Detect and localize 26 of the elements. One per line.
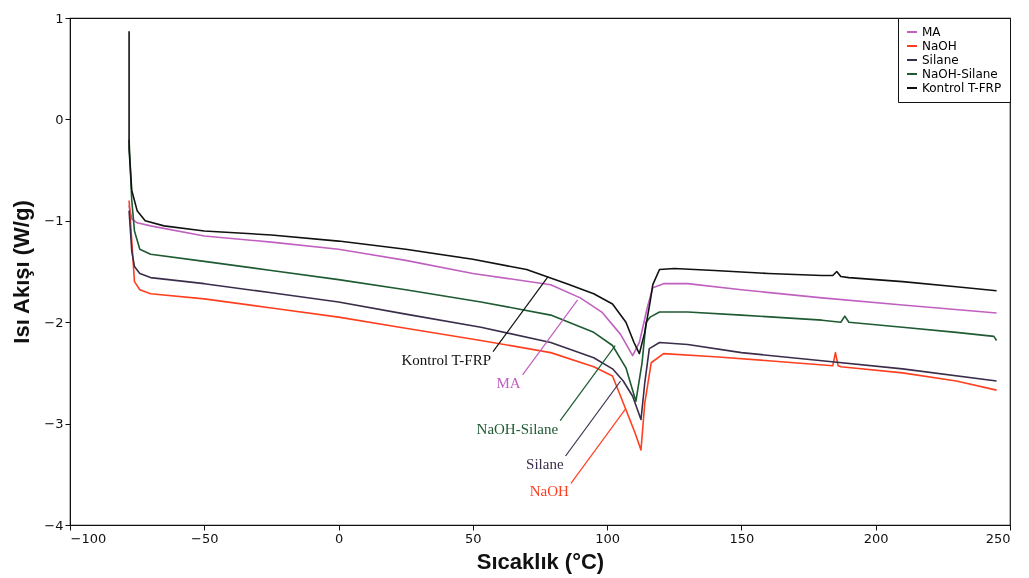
annotation: Kontrol T-FRP	[401, 351, 492, 368]
x-tick-label: −50	[191, 530, 219, 546]
y-tick-label: −3	[44, 416, 64, 432]
x-tick-label: 150	[729, 530, 755, 546]
annotation: NaOH	[529, 483, 570, 500]
legend-label: Kontrol T-FRP	[922, 81, 1002, 95]
y-axis-title: Isı Akışı (W/g)	[9, 200, 35, 344]
legend-label: MA	[922, 25, 942, 39]
x-tick-label: 200	[863, 530, 889, 546]
legend-label: NaOH-Silane	[922, 67, 998, 81]
annotation: Silane	[526, 456, 564, 473]
y-tick-label: 1	[55, 10, 64, 26]
annotation: MA	[496, 374, 521, 391]
x-tick-label: 0	[334, 530, 344, 546]
y-tick-label: −2	[44, 314, 64, 330]
x-tick-label: 100	[595, 530, 621, 546]
x-axis-title: Sıcaklık (°C)	[476, 548, 605, 574]
y-tick-label: −1	[44, 213, 64, 229]
annotation: NaOH-Silane	[476, 420, 559, 437]
x-tick-label: 250	[985, 530, 1011, 546]
legend-label: Silane	[922, 53, 959, 67]
x-tick-label: −100	[70, 530, 107, 546]
legend-label: NaOH	[922, 39, 957, 53]
y-tick-label: 0	[55, 111, 64, 127]
x-tick-label: 50	[465, 530, 482, 546]
y-tick-label: −4	[44, 517, 64, 533]
